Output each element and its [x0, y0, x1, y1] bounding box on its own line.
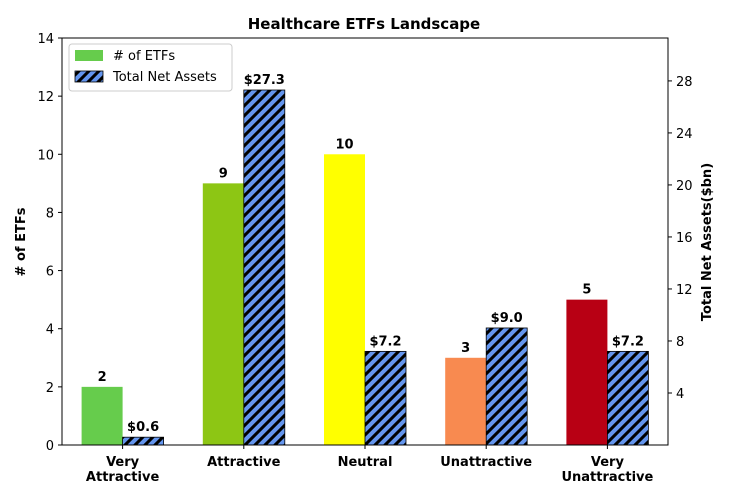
bar-etfs [324, 154, 365, 446]
value-label-etfs: 10 [335, 137, 353, 152]
x-tick-label: Very [106, 455, 140, 470]
y-tick-label: 10 [37, 148, 54, 163]
value-label-etfs: 3 [461, 341, 470, 356]
legend-label-assets: Total Net Assets [112, 70, 217, 85]
value-label-etfs: 2 [98, 370, 107, 385]
y2-axis-label: Total Net Assets($bn) [700, 163, 715, 321]
y2-tick-label: 28 [676, 75, 693, 90]
y-tick-label: 4 [46, 323, 54, 338]
legend-swatch-assets [74, 70, 104, 83]
value-label-assets: $27.3 [244, 73, 285, 88]
bar-assets [243, 89, 286, 446]
legend-label-etfs: # of ETFs [113, 49, 175, 64]
y-tick-label: 12 [37, 90, 54, 105]
y2-tick-label: 12 [676, 283, 693, 298]
y2-tick-label: 8 [676, 335, 684, 350]
value-label-assets: $9.0 [491, 311, 523, 326]
y2-tick-label: 4 [676, 387, 684, 402]
bar-etfs [202, 183, 244, 445]
plot-area: 2$0.6VeryAttractive9$27.3Attractive10$7.… [37, 32, 692, 485]
legend-swatch-etfs [75, 50, 103, 61]
y-axis-label: # of ETFs [14, 207, 29, 276]
x-tick-label: Unattractive [561, 470, 653, 485]
bar-etfs [445, 357, 487, 445]
legend: # of ETFs Total Net Assets [68, 43, 233, 92]
bar-assets [364, 350, 407, 446]
bar-assets [607, 350, 649, 446]
bar-assets [485, 327, 528, 446]
x-tick-label: Very [591, 455, 625, 470]
y-tick-label: 6 [46, 265, 54, 280]
plot-frame [61, 37, 669, 446]
y-tick-label: 0 [46, 439, 54, 454]
bar-etfs [81, 386, 123, 445]
x-tick-label: Unattractive [440, 455, 532, 470]
y2-tick-label: 24 [676, 127, 693, 142]
bar-etfs [566, 299, 608, 445]
y-tick-label: 14 [37, 32, 54, 47]
value-label-etfs: 5 [582, 283, 591, 298]
y2-tick-label: 20 [676, 179, 693, 194]
x-tick-label: Neutral [338, 455, 393, 470]
chart-title: Healthcare ETFs Landscape [248, 15, 480, 33]
legend-frame [68, 43, 233, 92]
y-tick-label: 8 [46, 206, 54, 221]
value-label-assets: $7.2 [369, 334, 401, 349]
x-tick-label: Attractive [207, 455, 281, 470]
value-label-etfs: 9 [219, 166, 228, 181]
value-label-assets: $0.6 [127, 420, 159, 435]
x-tick-label: Attractive [86, 470, 160, 485]
value-label-assets: $7.2 [612, 334, 644, 349]
y2-tick-label: 16 [676, 231, 693, 246]
y-tick-label: 2 [46, 381, 54, 396]
bar-assets [122, 436, 164, 446]
